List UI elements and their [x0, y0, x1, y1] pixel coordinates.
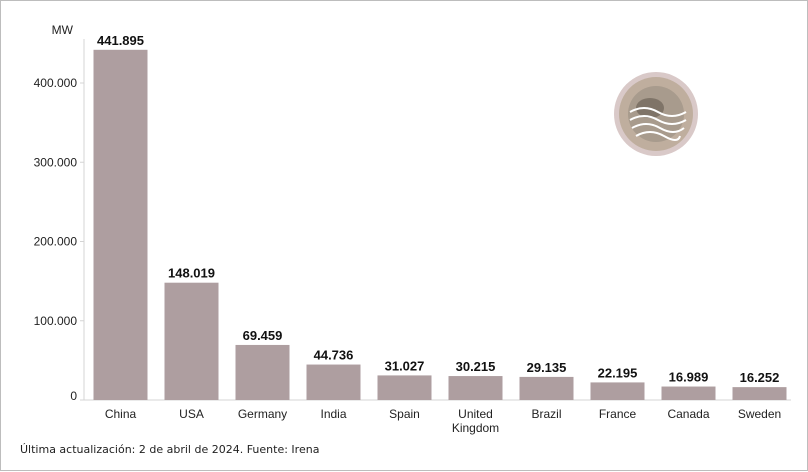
data-label: 148.019: [168, 266, 215, 281]
data-label: 22.195: [598, 365, 638, 380]
data-label: 31.027: [385, 358, 425, 373]
y-tick-label: 100.000: [34, 314, 78, 328]
bar: [590, 382, 645, 400]
x-tick-label: France: [599, 407, 637, 421]
bar: [93, 49, 148, 400]
labels: 441.895 China 148.019 USA 69.459 Germany 44.73…: [97, 33, 781, 435]
y-tick-label: 300.000: [34, 155, 78, 169]
y-axis-unit: MW: [52, 23, 74, 37]
footnote: Última actualización: 2 de abril de 2024…: [20, 443, 320, 456]
bar: [732, 387, 787, 400]
x-tick-label: Brazil: [531, 407, 561, 421]
bar: [164, 282, 219, 400]
bar: [661, 386, 716, 400]
x-tick-label: United: [458, 407, 493, 421]
data-label: 441.895: [97, 33, 144, 48]
bar: [377, 375, 432, 400]
data-label: 16.989: [669, 370, 709, 385]
x-tick-label: Canada: [667, 407, 709, 421]
data-label: 30.215: [456, 359, 496, 374]
bar: [519, 376, 574, 400]
x-tick-label: China: [105, 407, 137, 421]
y-tick-label: 0: [70, 389, 77, 403]
x-tick-label: Kingdom: [452, 421, 499, 435]
x-tick-label: Spain: [389, 407, 420, 421]
data-label: 44.736: [314, 348, 354, 363]
bar: [306, 364, 361, 400]
y-tick-label: 200.000: [34, 235, 78, 249]
bars: [93, 49, 787, 400]
x-tick-label: India: [320, 407, 346, 421]
data-label: 69.459: [243, 328, 283, 343]
y-tick-label: 400.000: [34, 76, 78, 90]
wind-globe-logo: [614, 72, 698, 156]
data-label: 29.135: [527, 360, 567, 375]
x-tick-label: Sweden: [738, 407, 781, 421]
x-tick-label: Germany: [238, 407, 287, 421]
bar: [235, 344, 290, 400]
bar: [448, 376, 503, 400]
y-axis: MW 0 100.000 200.000 300.000 400.000: [34, 23, 791, 403]
x-tick-label: USA: [179, 407, 204, 421]
data-label: 16.252: [740, 370, 780, 385]
